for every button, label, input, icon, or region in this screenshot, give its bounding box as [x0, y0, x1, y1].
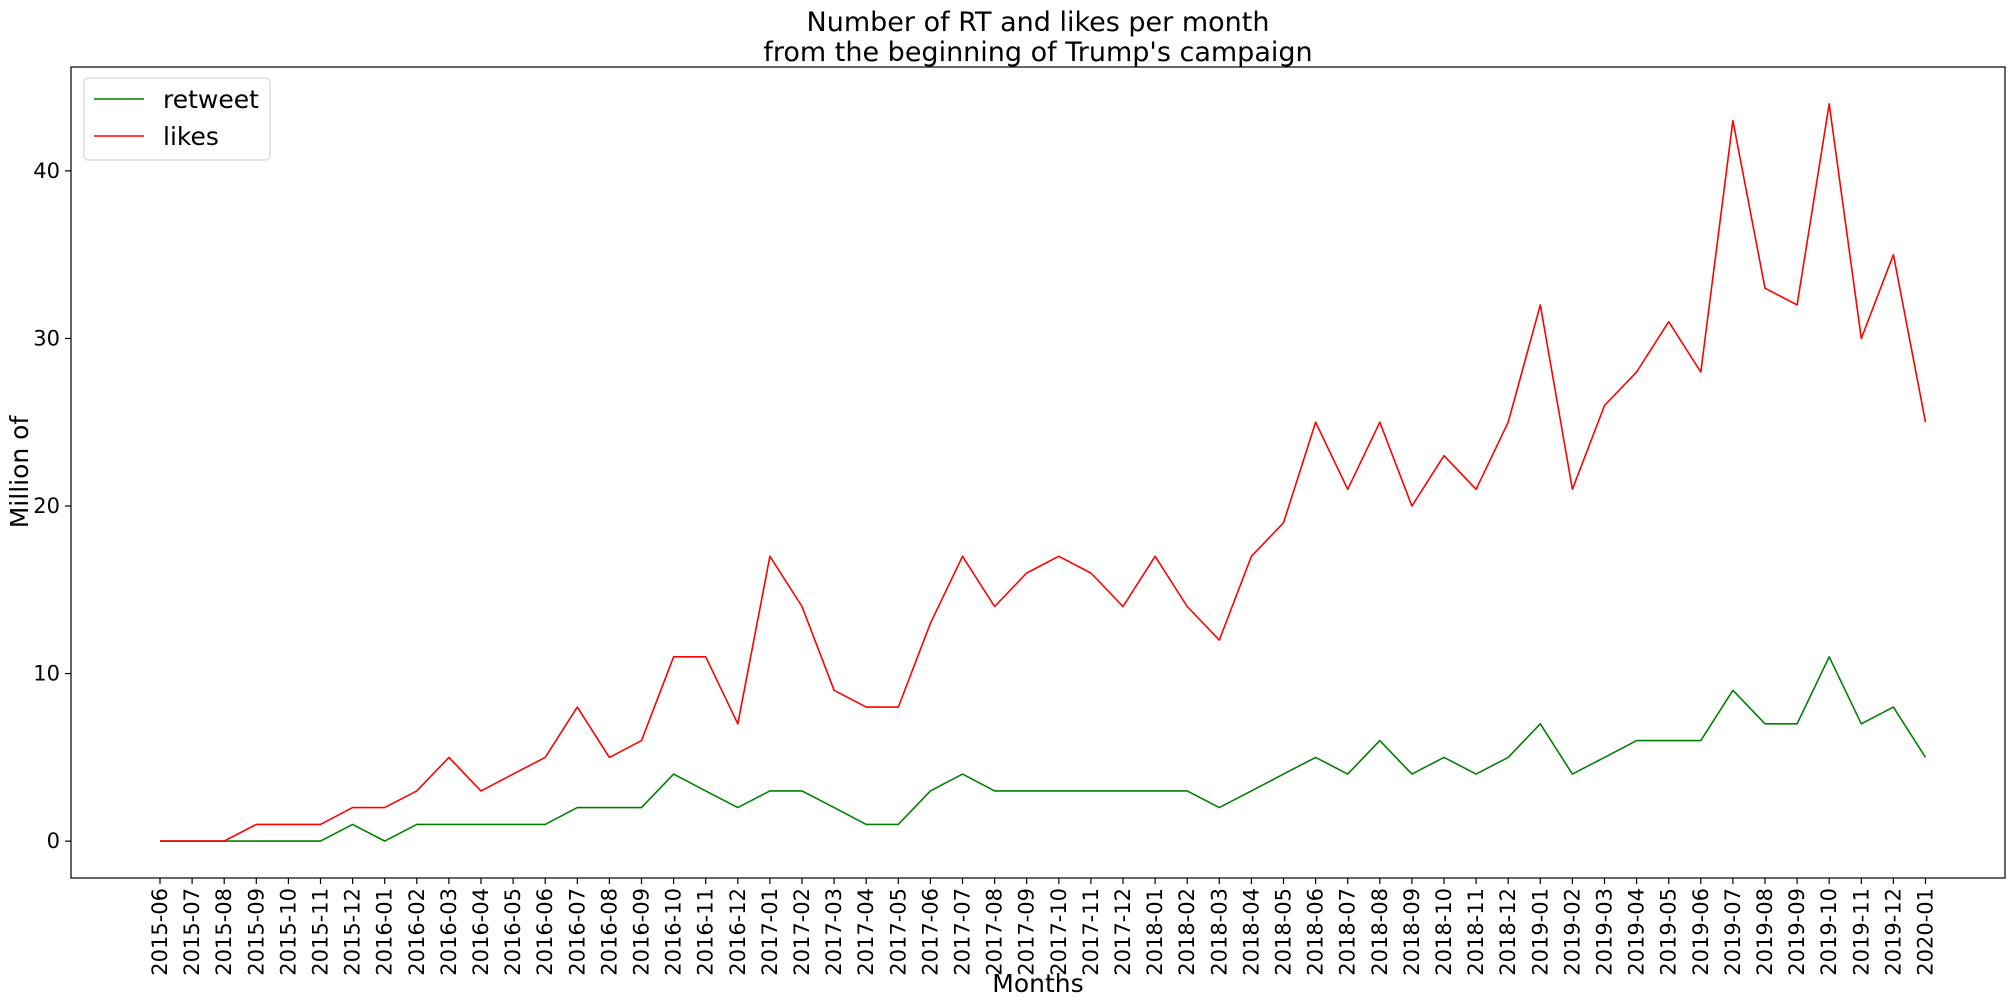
x-tick-label: 2016-02 — [405, 888, 429, 976]
x-tick-label: 2018-05 — [1272, 888, 1296, 976]
x-tick-label: 2017-02 — [790, 888, 814, 976]
x-tick-label: 2016-09 — [630, 888, 654, 976]
x-tick-label: 2016-01 — [373, 888, 397, 976]
x-tick-label: 2020-01 — [1914, 888, 1938, 976]
legend-label-retweet: retweet — [163, 85, 259, 114]
x-tick-label: 2019-01 — [1528, 888, 1552, 976]
x-tick-label: 2015-11 — [309, 888, 333, 976]
x-tick-label: 2016-08 — [597, 888, 621, 976]
x-tick-label: 2018-04 — [1239, 888, 1263, 976]
y-tick-label: 40 — [33, 159, 60, 183]
x-tick-label: 2019-05 — [1657, 888, 1681, 976]
x-tick-label: 2019-06 — [1689, 888, 1713, 976]
x-tick-label: 2017-05 — [886, 888, 910, 976]
x-tick-label: 2016-03 — [437, 888, 461, 976]
x-tick-label: 2017-03 — [822, 888, 846, 976]
x-tick-label: 2018-12 — [1496, 888, 1520, 976]
series-layer — [160, 103, 1927, 842]
x-tick-label: 2019-11 — [1849, 888, 1873, 976]
x-axis-label: Months — [992, 969, 1083, 998]
x-tick-label: 2015-07 — [180, 888, 204, 976]
x-tick-label: 2015-10 — [276, 888, 300, 976]
chart-title-line-2: from the beginning of Trump's campaign — [763, 37, 1312, 68]
x-tick-label: 2017-04 — [854, 888, 878, 976]
x-tick-label: 2018-10 — [1432, 888, 1456, 976]
x-tick-label: 2015-09 — [244, 888, 268, 976]
x-tick-label: 2017-07 — [951, 888, 975, 976]
x-tick-label: 2019-03 — [1593, 888, 1617, 976]
x-tick-label: 2017-08 — [983, 888, 1007, 976]
x-tick-label: 2018-03 — [1207, 888, 1231, 976]
x-tick-label: 2016-11 — [694, 888, 718, 976]
x-tick-label: 2018-11 — [1464, 888, 1488, 976]
x-tick-label: 2015-12 — [341, 888, 365, 976]
x-tick-label: 2019-09 — [1785, 888, 1809, 976]
legend-label-likes: likes — [163, 122, 219, 151]
x-tick-label: 2018-06 — [1304, 888, 1328, 976]
x-tick-label: 2017-11 — [1079, 888, 1103, 976]
x-tick-label: 2018-08 — [1368, 888, 1392, 976]
x-tick-label: 2017-09 — [1015, 888, 1039, 976]
x-tick-label: 2015-08 — [212, 888, 236, 976]
series-line-likes — [160, 103, 1927, 842]
series-line-retweet — [160, 655, 1927, 842]
x-tick-label: 2016-05 — [501, 888, 525, 976]
x-tick-label: 2017-10 — [1047, 888, 1071, 976]
x-tick-label: 2017-06 — [918, 888, 942, 976]
x-tick-label: 2018-09 — [1400, 888, 1424, 976]
x-tick-label: 2018-02 — [1175, 888, 1199, 976]
x-tick-label: 2016-07 — [565, 888, 589, 976]
x-tick-label: 2019-04 — [1625, 888, 1649, 976]
y-axis-ticks: 0 10 20 30 40 — [33, 159, 71, 853]
y-tick-label: 10 — [33, 662, 60, 686]
x-tick-label: 2019-08 — [1753, 888, 1777, 976]
x-tick-label: 2017-12 — [1111, 888, 1135, 976]
plot-area-frame — [70, 66, 2006, 879]
legend: retweet likes — [83, 77, 271, 161]
x-tick-label: 2019-07 — [1721, 888, 1745, 976]
x-tick-label: 2018-07 — [1336, 888, 1360, 976]
x-tick-label: 2017-01 — [758, 888, 782, 976]
y-tick-label: 20 — [33, 494, 60, 518]
x-tick-label: 2019-12 — [1881, 888, 1905, 976]
x-tick-label: 2018-01 — [1143, 888, 1167, 976]
y-axis-label: Million of — [5, 415, 34, 529]
x-tick-label: 2016-12 — [726, 888, 750, 976]
x-axis-ticks: 2015-06 2015-07 2015-08 2015-09 2015-10 2015-… — [148, 878, 1938, 976]
x-tick-label: 2016-04 — [469, 888, 493, 976]
chart-title-line-1: Number of RT and likes per month — [807, 7, 1270, 38]
x-tick-label: 2016-10 — [662, 888, 686, 976]
x-tick-label: 2016-06 — [533, 888, 557, 976]
y-tick-label: 0 — [47, 829, 60, 853]
x-tick-label: 2019-02 — [1560, 888, 1584, 976]
y-tick-label: 30 — [33, 326, 60, 350]
x-tick-label: 2015-06 — [148, 888, 172, 976]
x-tick-label: 2019-10 — [1817, 888, 1841, 976]
